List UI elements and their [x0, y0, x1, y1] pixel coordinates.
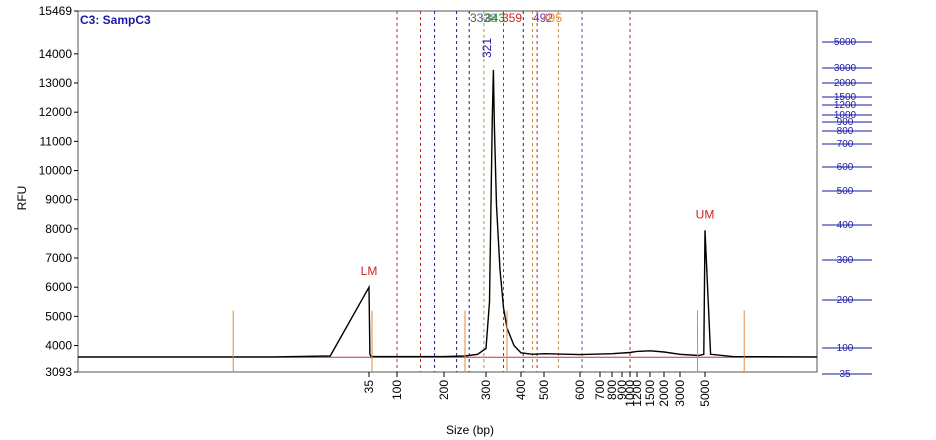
- x-tick-label: 100: [390, 380, 404, 400]
- x-tick-label: 400: [514, 380, 528, 400]
- plot-area: [77, 10, 818, 373]
- right-tick-label: 1000: [834, 110, 857, 121]
- y-tick-label: 12000: [39, 105, 73, 119]
- x-tick-label: 700: [593, 380, 607, 400]
- y-tick-label: 13000: [39, 76, 73, 90]
- right-tick-label: 500: [837, 186, 854, 197]
- y-tick-label: 8000: [45, 222, 72, 236]
- right-tick-label: 800: [837, 126, 854, 137]
- right-tick-label: 700: [837, 139, 854, 150]
- chart-title: C3: SampC3: [80, 13, 151, 27]
- x-tick-label: 300: [479, 380, 493, 400]
- right-tick-label: 300: [837, 255, 854, 266]
- x-tick-label: 5000: [698, 380, 712, 407]
- right-tick-label: 1500: [834, 92, 857, 103]
- peak-label: 338: [477, 11, 497, 25]
- x-tick-label: 200: [437, 380, 451, 400]
- marker-lines: LM UM: [232, 207, 745, 372]
- trace-line: [78, 69, 818, 358]
- y-tick-label: 7000: [45, 251, 72, 265]
- y-tick-label: 9000: [45, 193, 72, 207]
- x-tick-label: 1200: [630, 380, 644, 407]
- y-axis: 3093 4000 5000 6000 7000 8000 9000 10000 11000 12…: [39, 4, 78, 379]
- peak-label: 359: [502, 11, 522, 25]
- x-tick-label: 500: [537, 380, 551, 400]
- y-tick-label: 10000: [39, 164, 73, 178]
- x-tick-label: 600: [573, 380, 587, 400]
- right-tick-label: 900: [837, 117, 854, 128]
- x-tick-label: 3000: [673, 380, 687, 407]
- marker-label: UM: [696, 207, 715, 221]
- right-tick-label: 600: [837, 162, 854, 173]
- peak-label: 492: [533, 11, 553, 25]
- right-tick-label: 5000: [834, 37, 857, 48]
- right-tick-label: 2000: [834, 78, 857, 89]
- peak-label: 343: [485, 11, 505, 25]
- right-tick-label: 400: [837, 220, 854, 231]
- y-axis-label: RFU: [15, 186, 29, 211]
- peak-label: 332: [470, 11, 490, 25]
- x-tick-label: 1500: [643, 380, 657, 407]
- x-tick-label: 2000: [657, 380, 671, 407]
- x-axis-label: Size (bp): [446, 423, 494, 437]
- y-tick-label: 14000: [39, 47, 73, 61]
- y-tick-label: 15469: [39, 4, 73, 18]
- y-tick-label: 6000: [45, 280, 72, 294]
- y-tick-label: 11000: [40, 134, 73, 148]
- y-tick-label: 3093: [45, 365, 72, 379]
- right-tick-label: 3000: [834, 63, 857, 74]
- y-tick-label: 5000: [45, 309, 72, 323]
- y-tick-label: 4000: [45, 339, 72, 353]
- peak-label: 321: [480, 38, 494, 58]
- x-tick-label: 1000: [623, 380, 637, 407]
- right-tick-label: 1200: [834, 100, 857, 111]
- x-tick-label: 800: [605, 380, 619, 400]
- x-tick-label: 35: [362, 380, 376, 394]
- right-tick-label: 200: [837, 295, 854, 306]
- marker-label: LM: [361, 264, 378, 278]
- peak-label: 495: [542, 11, 562, 25]
- x-tick-label: 900: [615, 380, 629, 400]
- right-tick-label: 35: [839, 369, 851, 380]
- region-lines: [396, 11, 631, 372]
- right-tick-label: 100: [837, 343, 854, 354]
